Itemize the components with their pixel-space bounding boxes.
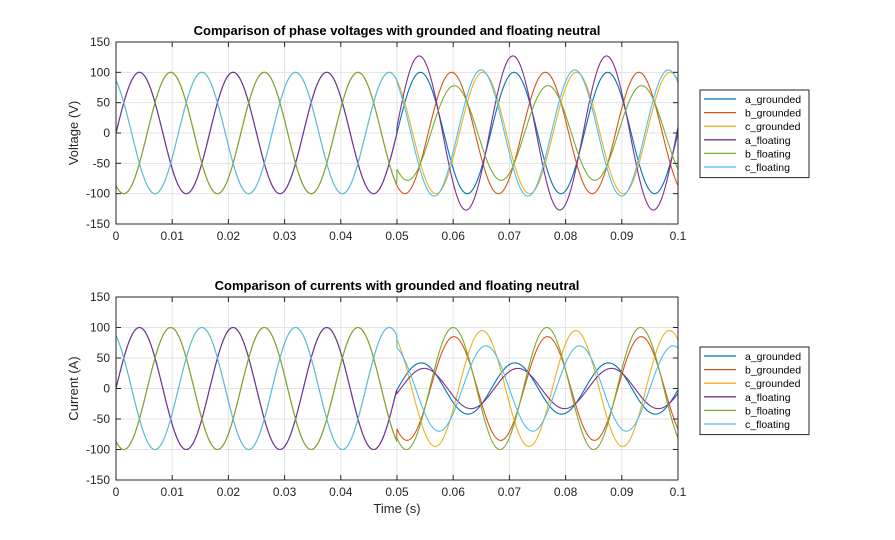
legend-label: b_floating (745, 148, 791, 160)
legend-label: b_grounded (745, 108, 801, 120)
x-tick-label: 0.04 (329, 485, 353, 499)
x-tick-label: 0.01 (161, 229, 185, 243)
x-tick-label: 0.07 (498, 485, 522, 499)
series-line-c_floating (115, 69, 679, 197)
x-tick-label: 0.01 (161, 485, 185, 499)
x-tick-label: 0.08 (554, 485, 578, 499)
x-tick-label: 0.1 (670, 229, 687, 243)
legend-box (699, 89, 810, 179)
x-tick-label: 0.03 (273, 485, 297, 499)
x-tick-label: 0.09 (610, 229, 634, 243)
y-tick-label: -150 (86, 473, 110, 487)
x-tick-label: 0.05 (385, 485, 409, 499)
y-tick-label: -50 (93, 156, 111, 170)
x-tick-label: 0.06 (442, 229, 466, 243)
x-tick-label: 0.02 (217, 485, 241, 499)
x-tick-label: 0 (113, 229, 120, 243)
legend-label: c_grounded (745, 121, 801, 133)
chart-title: Comparison of currents with grounded and… (215, 278, 580, 293)
legend-box (699, 346, 810, 436)
chart-title: Comparison of phase voltages with ground… (194, 23, 601, 38)
legend-label: a_floating (745, 135, 791, 147)
y-tick-label: 0 (103, 382, 110, 396)
legend-label: c_grounded (745, 378, 801, 390)
legend-label: b_grounded (745, 365, 801, 377)
legend-label: a_grounded (745, 351, 801, 363)
x-tick-label: 0.05 (385, 229, 409, 243)
series-line-a_floating (115, 326, 679, 451)
x-tick-label: 0.03 (273, 229, 297, 243)
chart-panel-2: 0 0.01 0.02 0.03 0.04 0.05 0.06 0.07 0.08 0.09 0.1… (66, 278, 810, 516)
x-tick-label: 0.09 (610, 485, 634, 499)
series-line-c_floating (115, 326, 679, 451)
y-tick-label: 50 (97, 96, 111, 110)
x-tick-label: 0 (113, 485, 120, 499)
y-tick-label: 150 (90, 290, 110, 304)
y-tick-label: 50 (97, 351, 111, 365)
y-tick-label: 100 (90, 65, 110, 79)
y-axis-label: Voltage (V) (66, 101, 81, 165)
legend-label: c_floating (745, 162, 790, 174)
series-line-b_floating (115, 326, 679, 451)
x-tick-label: 0.08 (554, 229, 578, 243)
legend-label: a_grounded (745, 94, 801, 106)
series-line-b_floating (115, 71, 679, 195)
y-tick-label: -50 (93, 412, 111, 426)
y-axis-label: Current (A) (66, 356, 81, 420)
series-line-a_floating (115, 55, 679, 211)
y-tick-label: 100 (90, 321, 110, 335)
chart-panel-1: 0 0.01 0.02 0.03 0.04 0.05 0.06 0.07 0.08 0.09 0.1… (66, 23, 810, 243)
legend-label: a_floating (745, 392, 791, 404)
x-tick-label: 0.07 (498, 229, 522, 243)
legend-label: b_floating (745, 405, 791, 417)
y-tick-label: -100 (86, 443, 110, 457)
x-axis-label: Time (s) (373, 501, 420, 516)
x-tick-label: 0.1 (670, 485, 687, 499)
x-tick-label: 0.04 (329, 229, 353, 243)
y-tick-label: 150 (90, 35, 110, 49)
x-tick-label: 0.02 (217, 229, 241, 243)
y-tick-label: -150 (86, 217, 110, 231)
y-tick-label: -100 (86, 187, 110, 201)
y-tick-label: 0 (103, 126, 110, 140)
legend-label: c_floating (745, 419, 790, 431)
x-tick-label: 0.06 (442, 485, 466, 499)
